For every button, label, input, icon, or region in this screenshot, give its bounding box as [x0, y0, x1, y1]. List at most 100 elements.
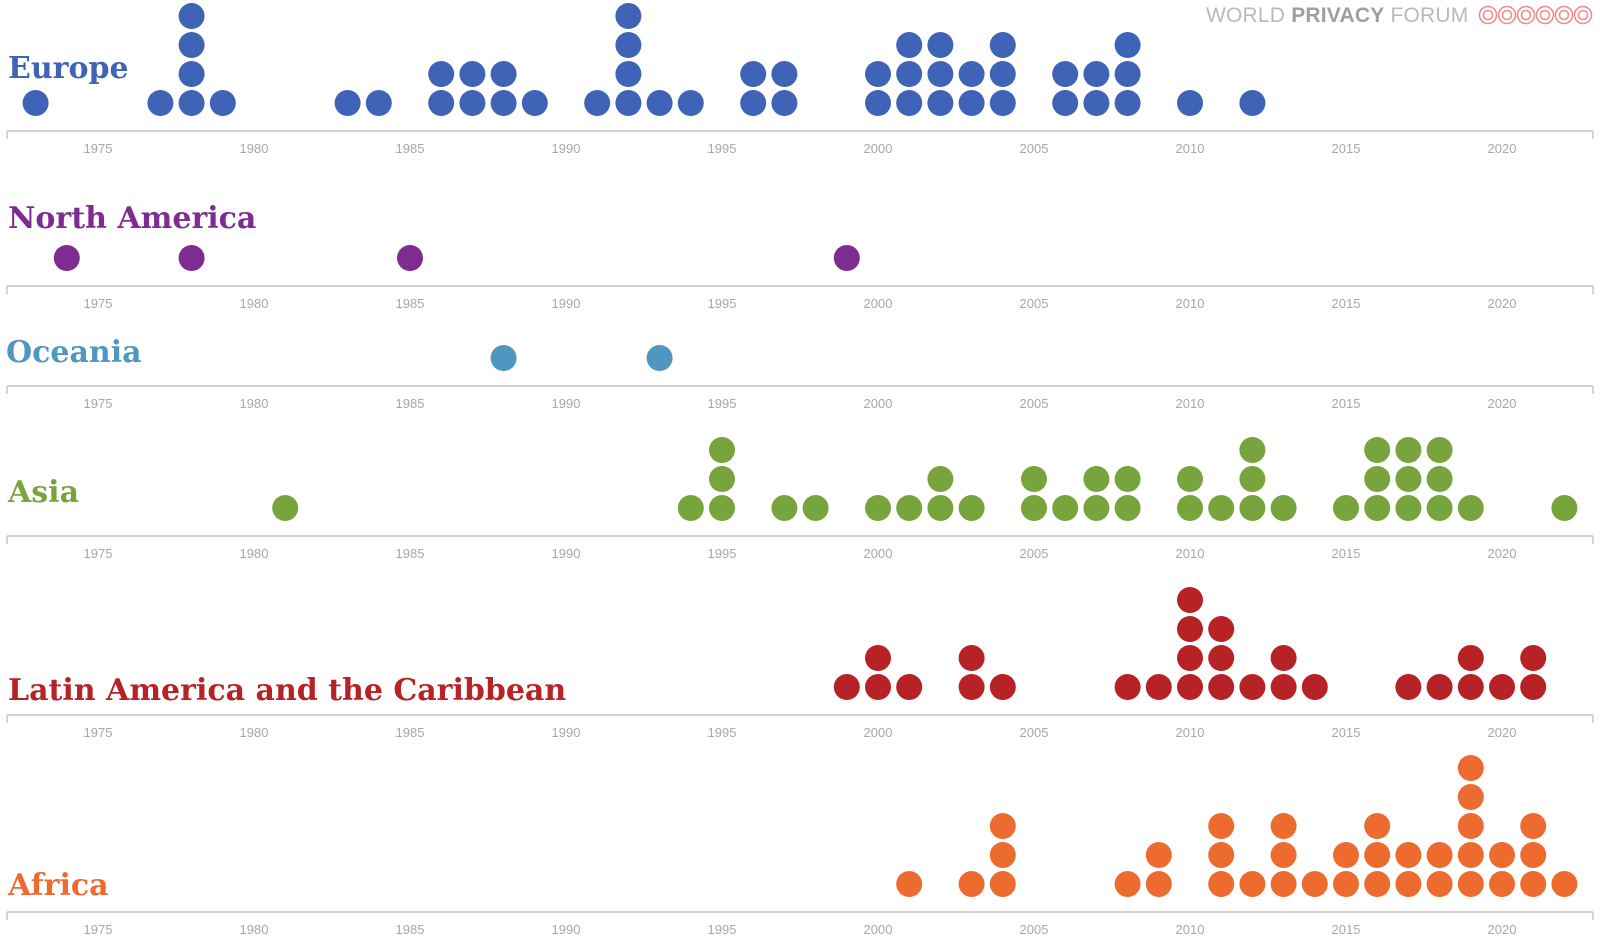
tick-label-2010: 2010 — [1176, 922, 1205, 937]
dot-europe-2010 — [1177, 90, 1203, 116]
dot-africa-2015 — [1333, 842, 1359, 868]
dot-africa-2004 — [989, 842, 1016, 868]
tick-label-1980: 1980 — [240, 396, 269, 411]
brand-word-forum: FORUM — [1384, 4, 1469, 27]
tick-label-2015: 2015 — [1332, 922, 1361, 937]
tick-label-2015: 2015 — [1332, 296, 1361, 311]
dot-asia-2016 — [1364, 437, 1391, 463]
dot-africa-2019 — [1457, 755, 1484, 781]
tick-label-2015: 2015 — [1332, 141, 1361, 156]
dot-africa-2020 — [1489, 871, 1515, 897]
dot-europe-1978 — [178, 61, 205, 87]
dot-africa-2013 — [1270, 813, 1297, 839]
dot-latin-america-and-the-caribbean-2011 — [1208, 616, 1235, 642]
dot-europe-1984 — [365, 90, 392, 116]
dot-europe-2008 — [1114, 90, 1141, 116]
tick-label-2005: 2005 — [1020, 296, 1049, 311]
dot-asia-2017 — [1395, 495, 1422, 521]
dot-africa-2011 — [1208, 871, 1235, 897]
dot-latin-america-and-the-caribbean-2000 — [865, 674, 891, 700]
dot-europe-1978 — [178, 3, 205, 29]
dot-africa-2009 — [1145, 871, 1172, 897]
dot-asia-2015 — [1333, 495, 1359, 521]
tick-label-2010: 2010 — [1176, 296, 1205, 311]
dot-latin-america-and-the-caribbean-2010 — [1177, 674, 1203, 700]
tick-label-1995: 1995 — [708, 546, 737, 561]
tick-label-2020: 2020 — [1488, 296, 1517, 311]
region-north-america: 1975 1980 1985 1990 1995 2000 2005 2010 2015 2020… — [6, 201, 1594, 311]
tick-label-2015: 2015 — [1332, 396, 1361, 411]
dot-asia-2003 — [958, 495, 985, 521]
tick-label-1985: 1985 — [396, 725, 425, 740]
dot-asia-2001 — [896, 495, 923, 521]
region-latin-america-and-the-caribbean: 1975 1980 1985 1990 1995 2000 2005 2010 2015 2020… — [6, 587, 1594, 740]
dot-latin-america-and-the-caribbean-2001 — [896, 674, 923, 700]
tick-label-1990: 1990 — [552, 546, 581, 561]
dot-europe-1997 — [771, 90, 798, 116]
tick-label-2000: 2000 — [864, 296, 893, 311]
dot-north-america-1974 — [53, 245, 80, 271]
dot-europe-2004 — [989, 90, 1016, 116]
tick-label-2000: 2000 — [864, 141, 893, 156]
dot-asia-2012 — [1239, 437, 1266, 463]
tick-label-1980: 1980 — [240, 725, 269, 740]
dot-asia-2005 — [1021, 495, 1047, 521]
dot-africa-2018 — [1426, 842, 1453, 868]
brand-word-world: WORLD — [1206, 4, 1292, 27]
dot-latin-america-and-the-caribbean-2020 — [1489, 674, 1515, 700]
dot-europe-1988 — [490, 61, 517, 87]
tick-label-2010: 2010 — [1176, 546, 1205, 561]
dot-europe-2008 — [1114, 61, 1141, 87]
dot-europe-1987 — [459, 90, 486, 116]
dot-africa-2003 — [958, 871, 985, 897]
dot-latin-america-and-the-caribbean-2014 — [1301, 674, 1328, 700]
dot-asia-2008 — [1114, 495, 1141, 521]
dot-asia-2010 — [1177, 495, 1203, 521]
dot-africa-2001 — [896, 871, 923, 897]
dot-europe-1986 — [428, 90, 455, 116]
dot-north-america-1978 — [178, 245, 205, 271]
dot-europe-2008 — [1114, 32, 1141, 58]
region-oceania: 1975 1980 1985 1990 1995 2000 2005 2010 2015 2020… — [6, 335, 1594, 411]
dot-asia-2018 — [1426, 495, 1453, 521]
dot-asia-1995 — [709, 466, 735, 492]
dot-europe-1997 — [771, 61, 798, 87]
dot-asia-2013 — [1270, 495, 1297, 521]
dot-europe-1978 — [178, 32, 205, 58]
dot-latin-america-and-the-caribbean-2019 — [1457, 645, 1484, 671]
region-label-oceania: Oceania — [6, 335, 142, 370]
dot-asia-1981 — [272, 495, 299, 521]
tick-label-1995: 1995 — [708, 396, 737, 411]
tick-label-2005: 2005 — [1020, 141, 1049, 156]
dot-latin-america-and-the-caribbean-2004 — [989, 674, 1016, 700]
dot-africa-2021 — [1520, 871, 1547, 897]
tick-label-1975: 1975 — [84, 141, 113, 156]
tick-label-2010: 2010 — [1176, 725, 1205, 740]
dot-asia-1995 — [709, 495, 735, 521]
dot-latin-america-and-the-caribbean-2000 — [865, 645, 891, 671]
tick-label-1980: 1980 — [240, 296, 269, 311]
dot-europe-1983 — [334, 90, 361, 116]
tick-label-1980: 1980 — [240, 922, 269, 937]
dot-asia-2007 — [1083, 466, 1110, 492]
dot-latin-america-and-the-caribbean-2003 — [958, 674, 985, 700]
dot-latin-america-and-the-caribbean-1999 — [833, 674, 860, 700]
dot-europe-1978 — [178, 90, 205, 116]
region-label-north-america: North America — [8, 201, 256, 236]
tick-label-2005: 2005 — [1020, 396, 1049, 411]
dot-europe-2003 — [958, 90, 985, 116]
dot-africa-2016 — [1364, 842, 1391, 868]
tick-label-2010: 2010 — [1176, 396, 1205, 411]
dot-africa-2017 — [1395, 842, 1422, 868]
dot-asia-2016 — [1364, 466, 1391, 492]
dot-asia-2002 — [927, 466, 954, 492]
dot-latin-america-and-the-caribbean-2003 — [958, 645, 985, 671]
region-europe: 1975 1980 1985 1990 1995 2000 2005 2010 2015 2020… — [6, 3, 1594, 156]
dot-asia-1998 — [802, 495, 829, 521]
dot-africa-2013 — [1270, 871, 1297, 897]
tick-label-1985: 1985 — [396, 922, 425, 937]
dot-asia-1994 — [677, 495, 704, 521]
dot-africa-2021 — [1520, 842, 1547, 868]
tick-label-1975: 1975 — [84, 546, 113, 561]
